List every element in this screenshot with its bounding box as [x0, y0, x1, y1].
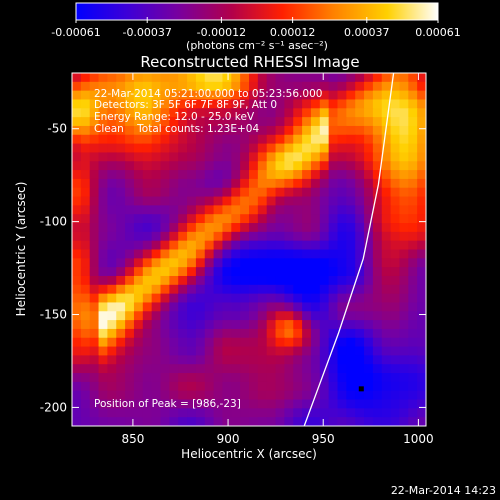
info-line: Detectors: 3F 5F 6F 7F 8F 9F, Att 0	[94, 99, 277, 111]
x-tick-label: 900	[217, 432, 240, 446]
heatmap-image	[72, 73, 426, 426]
info-line: 22-Mar-2014 05:21:00.000 to 05:23:56.000	[94, 88, 322, 100]
peak-marker	[358, 386, 364, 392]
plot-frame	[71, 72, 427, 427]
x-tick-label: 850	[121, 432, 144, 446]
x-tick-label: 950	[312, 432, 335, 446]
info-line: Energy Range: 12.0 - 25.0 keV	[94, 111, 255, 123]
info-text: 22-Mar-2014 05:21:00.000 to 05:23:56.000…	[94, 88, 322, 410]
colorbar-frame	[75, 2, 439, 21]
colorbar-tick-label: -0.00061	[51, 26, 100, 39]
y-tick-label: -100	[40, 215, 67, 229]
colorbar: -0.00061 -0.00037 -0.00012 0.00012 0.00037 0.…	[51, 2, 461, 52]
plot-area: 850 900 950 1000 -50 -100 -150 -200	[40, 72, 434, 446]
chart-title: Reconstructed RHESSI Image	[140, 53, 359, 71]
colorbar-unit-label: (photons cm⁻² s⁻¹ asec⁻²)	[186, 39, 328, 52]
colorbar-tick-label: 0.00012	[270, 26, 316, 39]
colorbar-tick-label: 0.00061	[415, 26, 461, 39]
info-line: Clean Total counts: 1.23E+04	[94, 123, 259, 135]
colorbar-tick-label: 0.00037	[344, 26, 390, 39]
x-tick-label: 1000	[403, 432, 434, 446]
colorbar-tick-label: -0.00012	[197, 26, 246, 39]
y-tick-label: -150	[40, 308, 67, 322]
peak-label: Position of Peak = [986,-23]	[94, 398, 241, 410]
solar-limb-line	[303, 73, 395, 426]
y-axis-label: Heliocentric Y (arcsec)	[14, 182, 28, 317]
y-tick-label: -200	[40, 400, 67, 414]
colorbar-tick-label: -0.00037	[122, 26, 171, 39]
x-axis-label: Heliocentric X (arcsec)	[181, 447, 317, 461]
timestamp: 22-Mar-2014 14:23	[391, 484, 496, 497]
y-tick-label: -50	[47, 122, 67, 136]
colorbar-gradient	[76, 3, 438, 20]
